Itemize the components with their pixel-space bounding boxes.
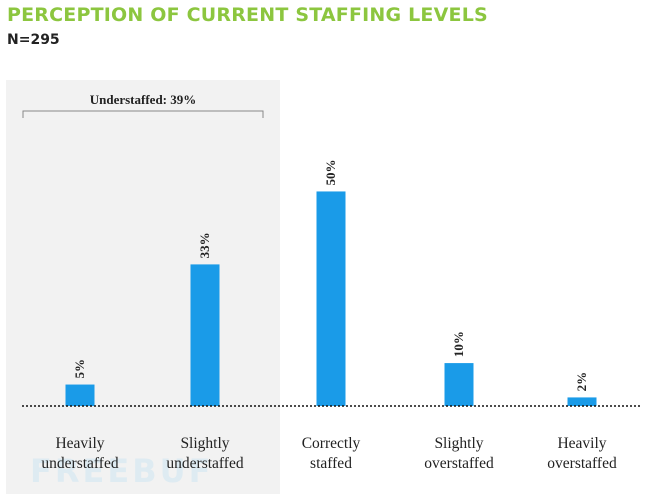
watermark-text: FREEBUF [30, 452, 213, 490]
category-label-heavily-overstaffed-line1: Heavily [557, 435, 606, 452]
bar-heavily-understaffed [65, 384, 95, 406]
chart-title: PERCEPTION OF CURRENT STAFFING LEVELS [7, 4, 488, 26]
value-label-heavily-understaffed: 5% [72, 359, 87, 379]
value-label-heavily-overstaffed: 2% [574, 372, 589, 392]
category-label-correctly-staffed-line2: staffed [310, 455, 352, 472]
category-label-heavily-understaffed-line2: understaffed [41, 455, 118, 472]
bar-slightly-understaffed [190, 264, 220, 406]
category-labels-group: Heavily understaffed Slightly understaffed C… [41, 435, 617, 472]
highlight-panel [6, 80, 280, 494]
category-label-slightly-understaffed-line2: understaffed [166, 455, 243, 472]
watermark: FREEBUF [30, 452, 213, 490]
chart-subtitle: N=295 [7, 32, 60, 48]
category-label-slightly-overstaffed-line2: overstaffed [424, 455, 494, 472]
value-label-correctly-staffed: 50% [323, 159, 338, 185]
category-label-heavily-overstaffed-line2: overstaffed [547, 455, 617, 472]
category-label-slightly-overstaffed-line1: Slightly [434, 435, 483, 452]
bar-correctly-staffed [316, 191, 346, 406]
value-label-slightly-understaffed: 33% [197, 232, 212, 258]
bar-heavily-overstaffed [567, 397, 597, 406]
understaffed-bracket: Understaffed: 39% [22, 92, 264, 118]
value-label-slightly-overstaffed: 10% [451, 331, 466, 357]
bracket-label: Understaffed: 39% [90, 92, 197, 107]
bar-slightly-overstaffed [444, 363, 474, 406]
category-label-heavily-understaffed-line1: Heavily [55, 435, 104, 452]
bars-group: 5% 33% 50% 10% 2% [65, 159, 597, 406]
category-label-slightly-understaffed-line1: Slightly [180, 435, 229, 452]
bracket-line [22, 110, 264, 118]
category-label-correctly-staffed-line1: Correctly [302, 435, 361, 452]
